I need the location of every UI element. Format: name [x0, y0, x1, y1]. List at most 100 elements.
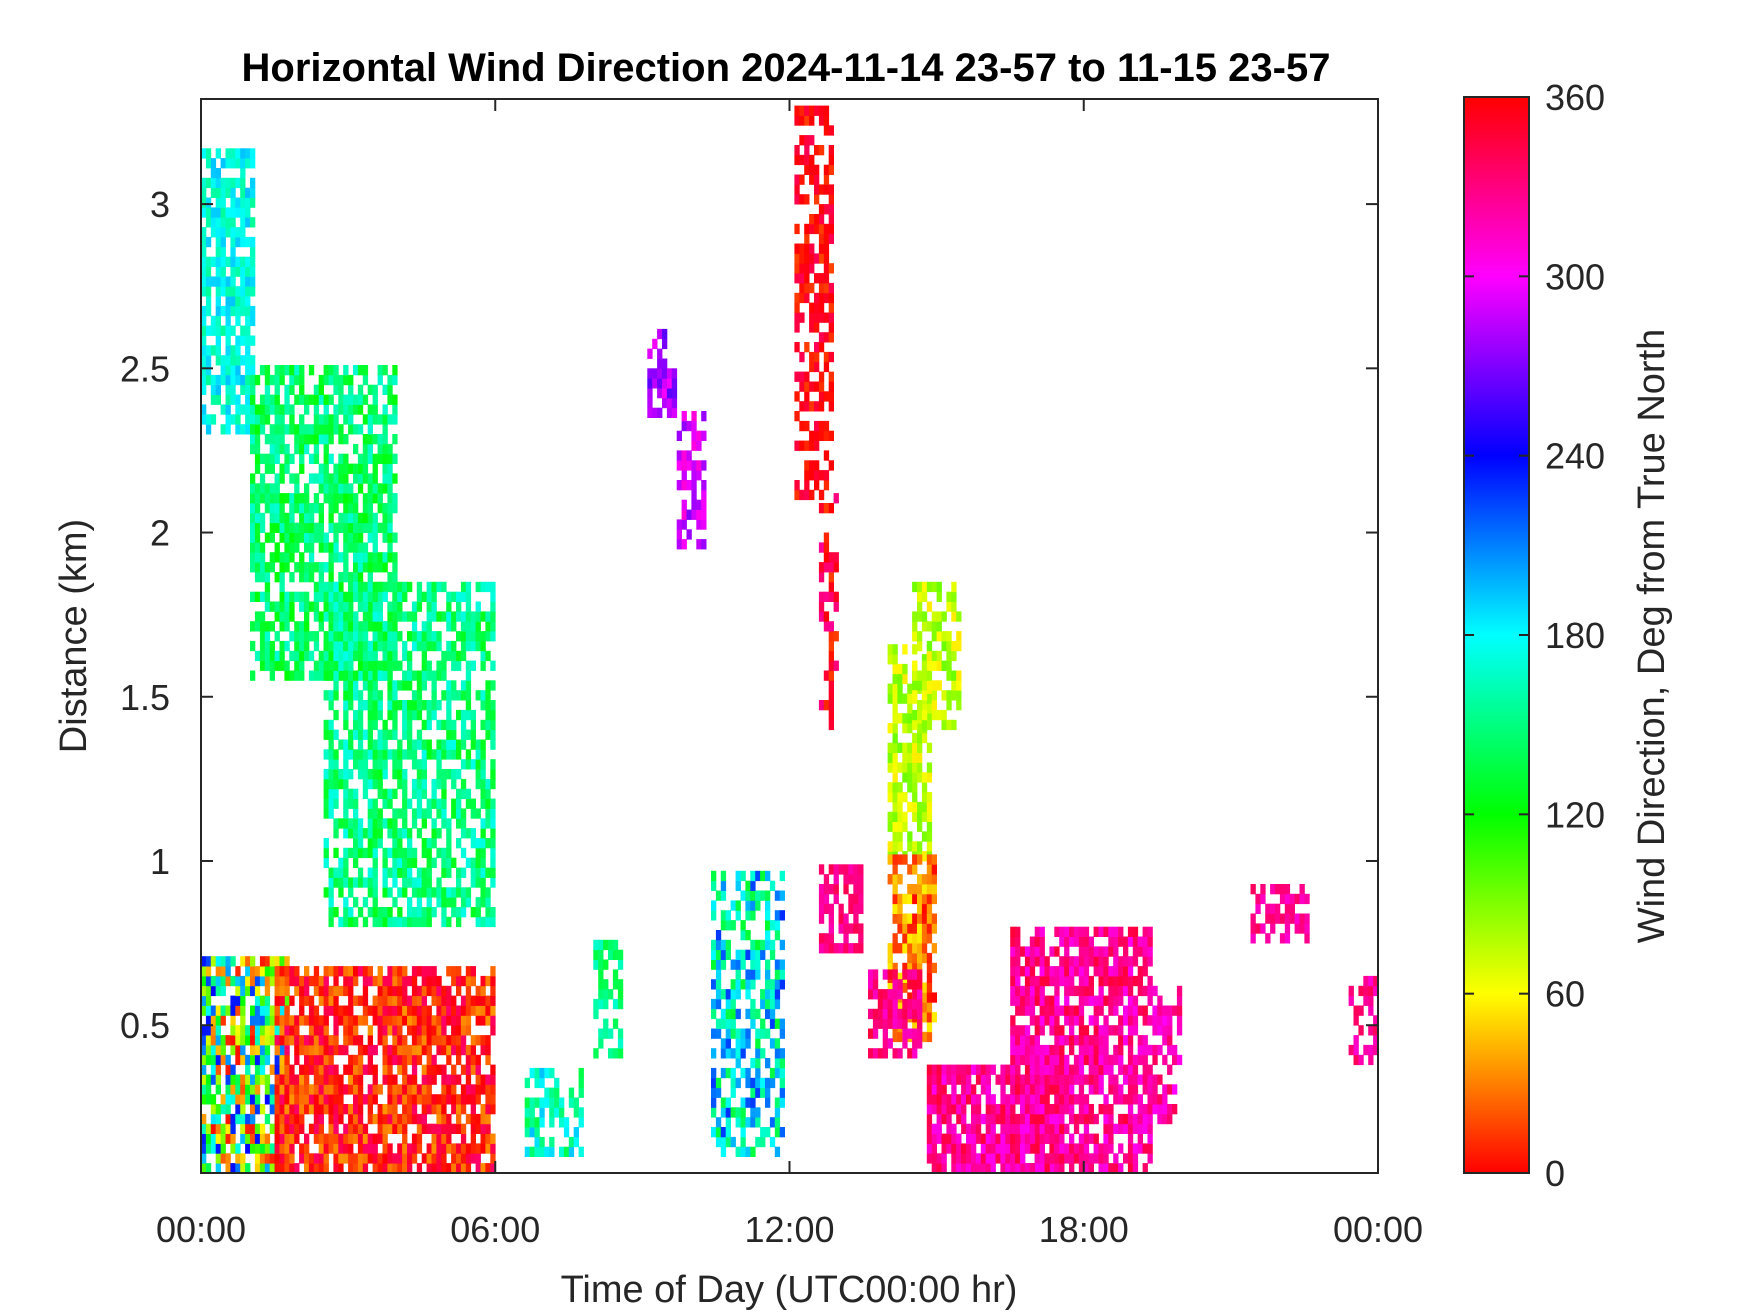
heatmap-cell — [971, 1104, 977, 1115]
heatmap-cell — [348, 493, 354, 504]
heatmap-cell — [343, 660, 349, 671]
heatmap-cell — [215, 187, 221, 198]
heatmap-cell — [1142, 1143, 1148, 1154]
heatmap-cell — [377, 365, 383, 376]
heatmap-cell — [269, 552, 275, 563]
heatmap-cell — [1142, 1084, 1148, 1095]
heatmap-cell — [456, 867, 462, 878]
heatmap-cell — [230, 995, 236, 1006]
heatmap-cell — [264, 601, 271, 612]
heatmap-cell — [392, 1104, 398, 1115]
heatmap-cell — [333, 631, 339, 642]
heatmap-cell — [460, 1143, 467, 1154]
heatmap-cell — [1054, 1064, 1060, 1075]
heatmap-cell — [205, 325, 212, 336]
heatmap-cell — [254, 1005, 261, 1016]
heatmap-cell — [549, 1107, 555, 1118]
heatmap-cell — [343, 601, 349, 612]
heatmap-cell — [318, 414, 324, 425]
heatmap-cell — [279, 562, 285, 573]
heatmap-cell — [377, 611, 383, 622]
heatmap-cell — [367, 434, 373, 445]
heatmap-cell — [892, 943, 898, 954]
heatmap-cell — [1137, 946, 1143, 957]
heatmap-cell — [951, 1163, 957, 1174]
heatmap-cell — [353, 512, 359, 524]
heatmap-cell — [210, 1054, 217, 1066]
heatmap-cell — [907, 913, 913, 924]
heatmap-cell — [809, 164, 815, 175]
heatmap-cell — [416, 1044, 423, 1056]
heatmap-cell — [755, 939, 761, 951]
heatmap-cell — [313, 1074, 320, 1085]
heatmap-cell — [269, 966, 275, 977]
heatmap-cell — [818, 332, 825, 343]
heatmap-cell — [774, 1018, 781, 1029]
heatmap-cell — [735, 1077, 741, 1089]
heatmap-cell — [362, 365, 369, 376]
heatmap-cell — [460, 1015, 467, 1026]
heatmap-cell — [411, 778, 418, 790]
heatmap-cell — [402, 995, 408, 1006]
heatmap-cell — [897, 792, 903, 803]
heatmap-cell — [696, 499, 702, 510]
heatmap-cell — [240, 207, 246, 218]
heatmap-cell — [1034, 1123, 1040, 1134]
heatmap-cell — [475, 739, 481, 750]
heatmap-cell — [730, 900, 736, 911]
heatmap-cell — [264, 374, 271, 386]
heatmap-cell — [230, 236, 236, 248]
heatmap-cell — [323, 847, 329, 859]
heatmap-cell — [264, 1074, 271, 1085]
heatmap-cell — [1069, 1084, 1075, 1095]
heatmap-cell — [1157, 1044, 1163, 1056]
heatmap-cell — [313, 1153, 320, 1164]
heatmap-cell — [740, 930, 746, 941]
heatmap-cell — [946, 591, 952, 602]
heatmap-cell — [235, 256, 241, 267]
heatmap-cell — [402, 966, 408, 977]
heatmap-cell — [421, 621, 427, 632]
heatmap-cell — [313, 1025, 320, 1036]
heatmap-cell — [436, 897, 442, 908]
heatmap-cell — [313, 522, 320, 533]
heatmap-cell — [951, 1074, 957, 1085]
heatmap-cell — [333, 847, 339, 859]
heatmap-cell — [343, 857, 349, 868]
heatmap-cell — [460, 808, 467, 819]
heatmap-cell — [814, 361, 820, 373]
heatmap-cell — [421, 670, 427, 681]
heatmap-cell — [941, 1104, 947, 1115]
heatmap-cell — [313, 493, 320, 504]
heatmap-cell — [1103, 1133, 1109, 1144]
heatmap-cell — [470, 1035, 476, 1046]
heatmap-cell — [230, 305, 236, 317]
heatmap-cell — [333, 493, 339, 504]
heatmap-cell — [603, 959, 609, 970]
heatmap-cell — [294, 365, 300, 376]
heatmap-cell — [769, 920, 776, 931]
heatmap-cell — [411, 621, 418, 632]
heatmap-cell — [313, 414, 320, 425]
heatmap-cell — [1010, 1064, 1016, 1075]
heatmap-cell — [1123, 1113, 1129, 1125]
heatmap-cell — [382, 985, 388, 997]
heatmap-cell — [608, 939, 614, 951]
heatmap-cell — [411, 788, 418, 799]
heatmap-cell — [254, 1104, 261, 1115]
heatmap-cell — [735, 1008, 741, 1020]
heatmap-cell — [259, 1005, 266, 1016]
heatmap-cell — [279, 1005, 285, 1016]
heatmap-cell — [818, 292, 825, 304]
heatmap-cell — [259, 966, 266, 977]
heatmap-cell — [931, 923, 937, 934]
heatmap-cell — [1250, 923, 1256, 934]
heatmap-cell — [1083, 1094, 1090, 1105]
heatmap-cell — [750, 880, 756, 891]
heatmap-cell — [814, 430, 820, 441]
heatmap-cell — [259, 591, 266, 602]
heatmap-cell — [755, 1067, 761, 1079]
heatmap-cell — [348, 1084, 354, 1095]
heatmap-cell — [823, 562, 830, 573]
heatmap-cell — [485, 631, 491, 642]
